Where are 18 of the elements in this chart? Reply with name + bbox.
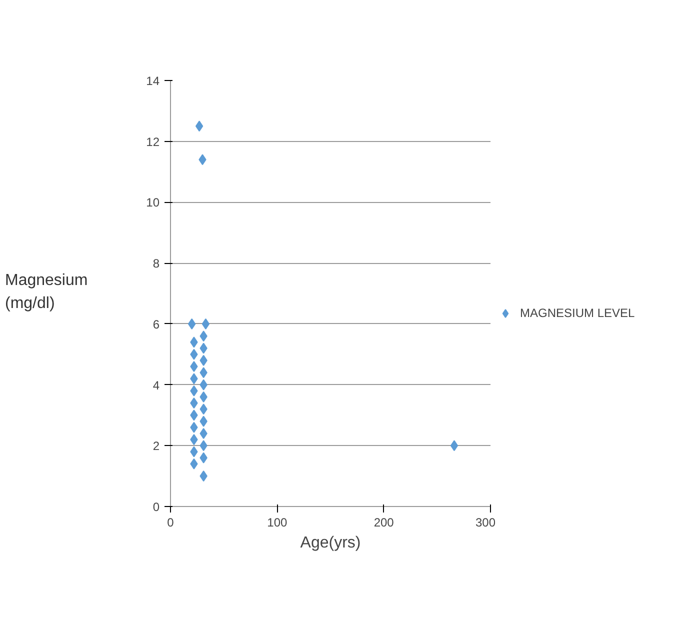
x-tick-label: 300 <box>475 516 496 530</box>
y-tick-label: 0 <box>152 500 160 514</box>
x-tick-label: 200 <box>374 516 394 530</box>
y-tick-label: 6 <box>152 317 160 332</box>
point <box>202 318 210 330</box>
y-tick-label: 10 <box>146 196 160 210</box>
y-tick-label: 2 <box>152 439 160 454</box>
legend-label: MAGNESIUM LEVEL <box>520 306 635 320</box>
x-axis-title: Age(yrs) <box>300 534 361 552</box>
x-tick-label: 100 <box>267 516 288 530</box>
point <box>450 440 458 452</box>
y-tick-label: 8 <box>152 256 160 271</box>
y-tick-label: 14 <box>146 74 160 88</box>
y-tick-label: 12 <box>146 134 160 149</box>
point <box>195 120 204 132</box>
y-tick-label: 4 <box>152 378 160 392</box>
y-axis-title: Magnesium (mg/dl) <box>5 271 88 314</box>
x-tick-label: 0 <box>167 516 174 530</box>
